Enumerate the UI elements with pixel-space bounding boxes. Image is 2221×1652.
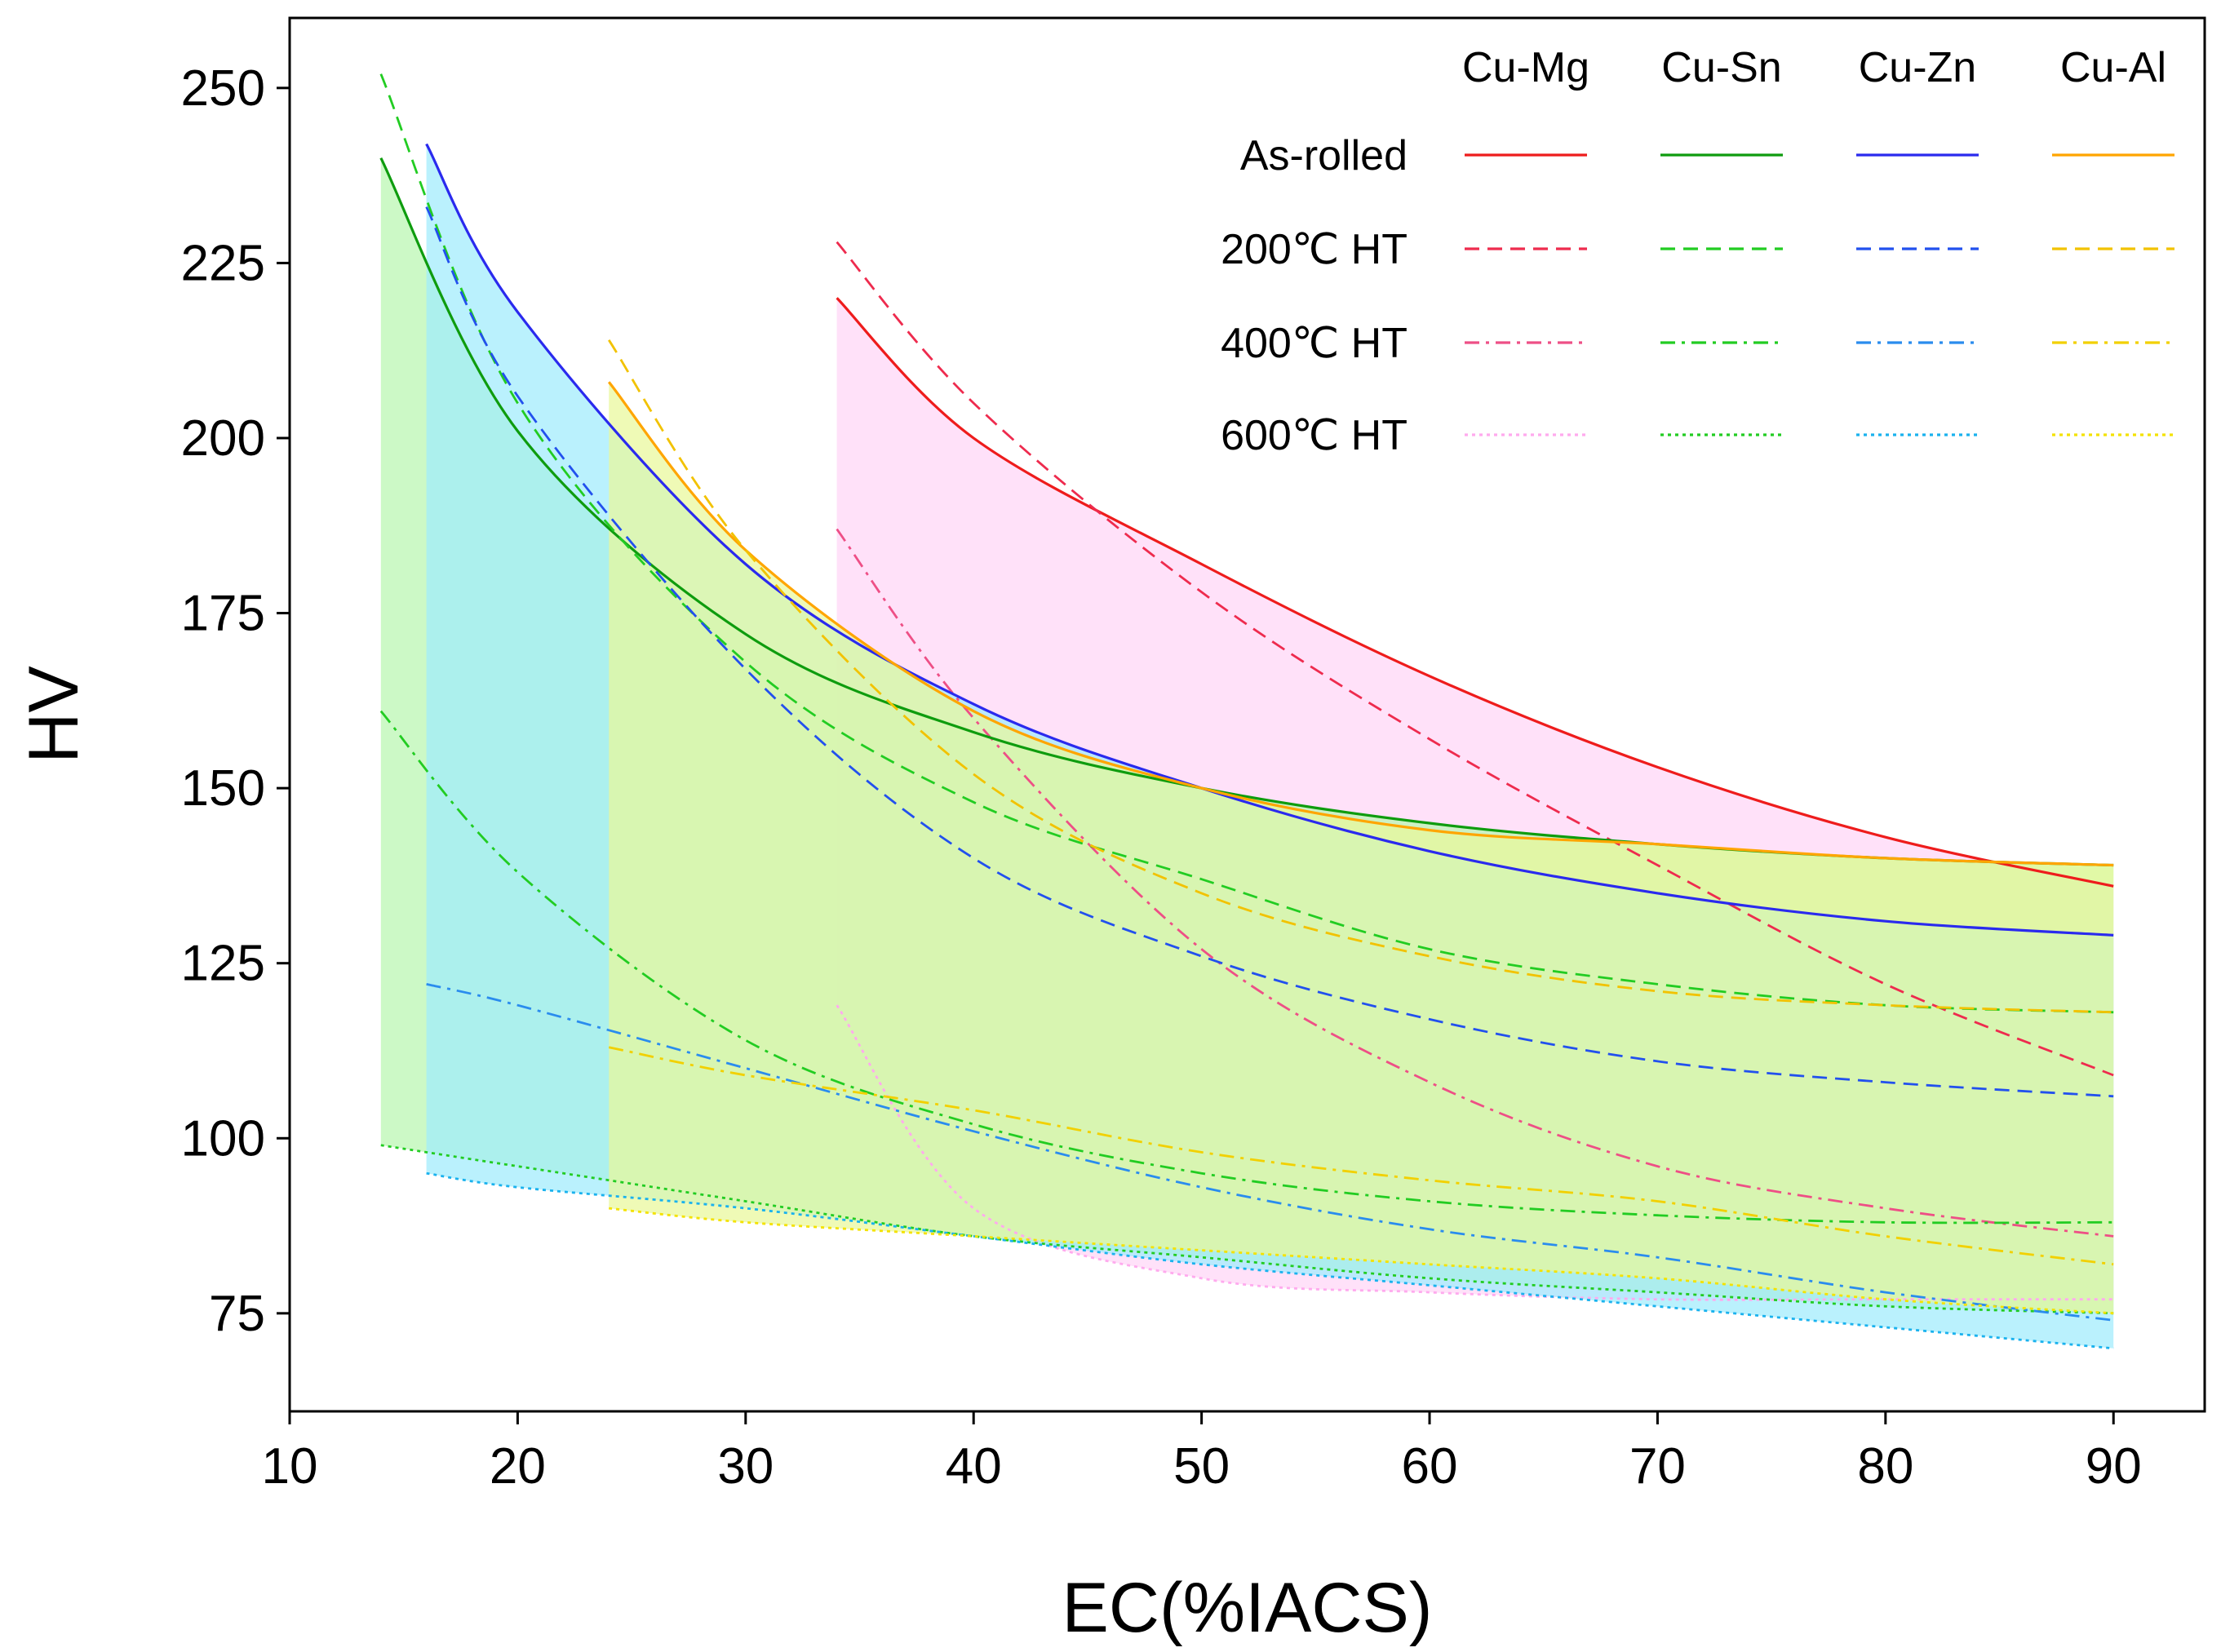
y-axis: 75 100 125 150 175 200 225 250 — [181, 60, 290, 1342]
line-cu-sn-200-ht — [379, 73, 2114, 1014]
y-tick-label: 200 — [181, 410, 265, 467]
line-cu-sn-400-ht — [379, 710, 2114, 1225]
legend-column-header: Cu-Mg — [1462, 44, 1589, 91]
y-tick-label: 75 — [209, 1286, 265, 1342]
x-tick-label: 20 — [490, 1438, 546, 1495]
line-cu-al-400-ht — [608, 1046, 2114, 1266]
legend-column-header: Cu-Al — [2060, 44, 2166, 91]
legend-column-header: Cu-Zn — [1859, 44, 1976, 91]
y-tick-label: 150 — [181, 760, 265, 817]
x-tick-label: 80 — [1857, 1438, 1913, 1495]
legend: Cu-Mg Cu-Sn Cu-Zn Cu-Al As-rolled 200℃ HT 400℃… — [1221, 44, 2174, 459]
legend-row-label: 600℃ HT — [1221, 412, 1408, 459]
area-cu-al — [609, 382, 2114, 1313]
y-tick-label: 175 — [181, 586, 265, 642]
y-tick-label: 250 — [181, 60, 265, 117]
line-cu-zn-200-ht — [425, 206, 2114, 1098]
legend-row-label: 400℃ HT — [1221, 320, 1408, 367]
series-lines — [379, 73, 2114, 1350]
line-cu-mg-200-ht — [836, 241, 2114, 1077]
x-tick-label: 10 — [262, 1438, 318, 1495]
line-cu-mg-400-ht — [836, 528, 2114, 1238]
legend-row-label: As-rolled — [1240, 132, 1408, 179]
x-tick-label: 30 — [717, 1438, 774, 1495]
line-cu-al-600-ht — [609, 1207, 2114, 1315]
x-tick-label: 50 — [1173, 1438, 1230, 1495]
y-axis-label: HV — [15, 666, 93, 763]
x-tick-label: 70 — [1629, 1438, 1686, 1495]
plot-frame — [288, 16, 2206, 1413]
line-cu-al-as-rolled — [607, 381, 2114, 867]
line-cu-sn-600-ht — [380, 1144, 2114, 1315]
line-cu-zn-400-ht — [426, 983, 2114, 1322]
line-cu-al-200-ht — [608, 339, 2114, 1014]
line-cu-mg-as-rolled — [836, 297, 2114, 888]
x-tick-label: 40 — [946, 1438, 1002, 1495]
y-tick-label: 225 — [181, 235, 265, 291]
y-tick-label: 100 — [181, 1110, 265, 1167]
x-axis: 10 20 30 40 50 60 70 80 90 — [262, 1411, 2142, 1495]
legend-row-label: 200℃ HT — [1221, 226, 1408, 273]
x-tick-label: 60 — [1402, 1438, 1458, 1495]
line-cu-mg-600-ht — [836, 1004, 2114, 1301]
area-fills — [380, 144, 2114, 1349]
x-tick-label: 90 — [2086, 1438, 2142, 1495]
y-tick-label: 125 — [181, 936, 265, 992]
x-axis-label: EC(%IACS) — [1062, 1569, 1433, 1647]
legend-column-header: Cu-Sn — [1661, 44, 1781, 91]
